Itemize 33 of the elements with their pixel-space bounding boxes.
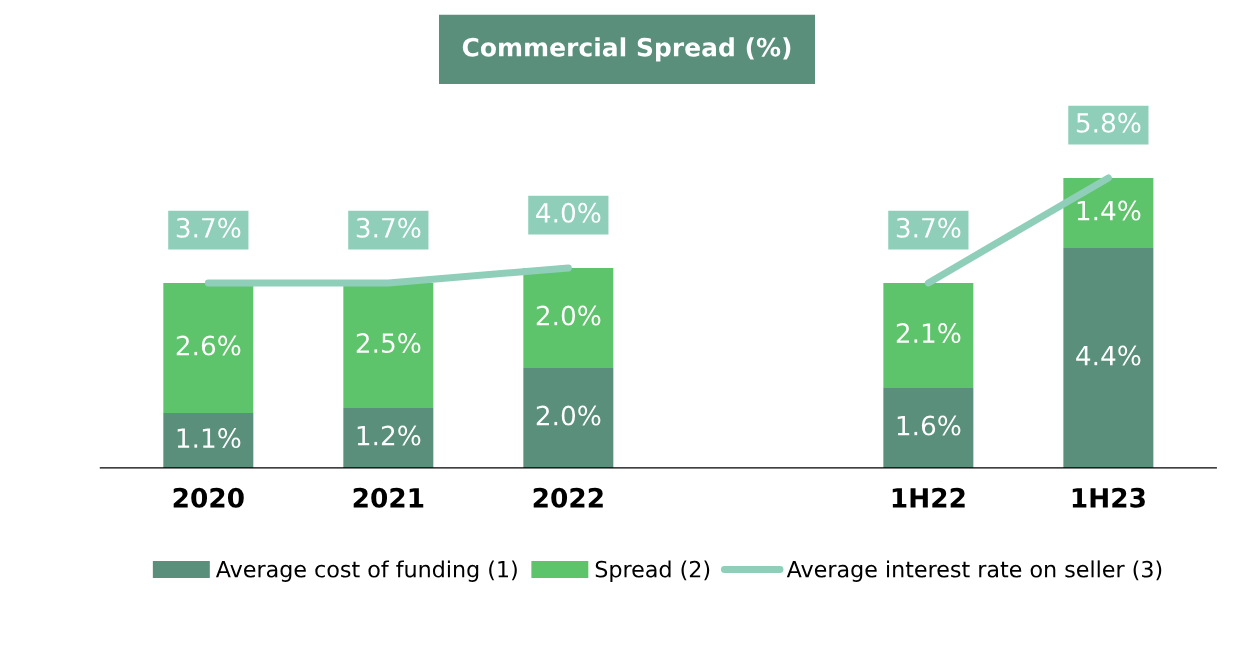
bar: [1063, 247, 1154, 468]
bar: [343, 407, 434, 468]
bar: [883, 387, 974, 468]
x-tick-label: 2020: [173, 487, 244, 508]
data-label: 1.2%: [357, 425, 421, 446]
bar: [523, 367, 614, 468]
data-label: 3.7%: [896, 217, 961, 238]
data-label: 1.4%: [1077, 200, 1141, 221]
text: Commercial Spread (%): [462, 37, 791, 62]
data-label: 2.5%: [356, 333, 421, 354]
x-tick-label: 2021: [353, 487, 424, 508]
bar: [523, 267, 614, 368]
bar: [163, 282, 254, 413]
data-label: 3.7%: [356, 217, 421, 238]
data-label: 4.0%: [536, 202, 601, 223]
data-label: 1.6%: [897, 415, 961, 436]
data-label: 2.6%: [176, 335, 241, 356]
legend-label: Average interest rate on seller (3): [786, 560, 1162, 582]
data-label: 4.4%: [1076, 345, 1141, 366]
legend-label: Spread (2): [595, 560, 710, 582]
data-label: 2.1%: [896, 323, 961, 344]
bar: [883, 282, 974, 388]
x-tick-label: 1H22: [892, 487, 965, 508]
bar: [163, 412, 254, 468]
data-label: 1.1%: [177, 428, 241, 449]
data-label: 5.8%: [1076, 112, 1141, 133]
legend-label: Average cost of funding (1): [215, 560, 517, 582]
data-label: 3.7%: [176, 217, 241, 238]
x-tick-label: 2022: [533, 487, 603, 508]
data-label: 2.0%: [536, 405, 601, 426]
x-tick-label: 1H23: [1072, 487, 1145, 508]
bar: [343, 282, 434, 408]
data-label: 2.0%: [536, 305, 601, 326]
